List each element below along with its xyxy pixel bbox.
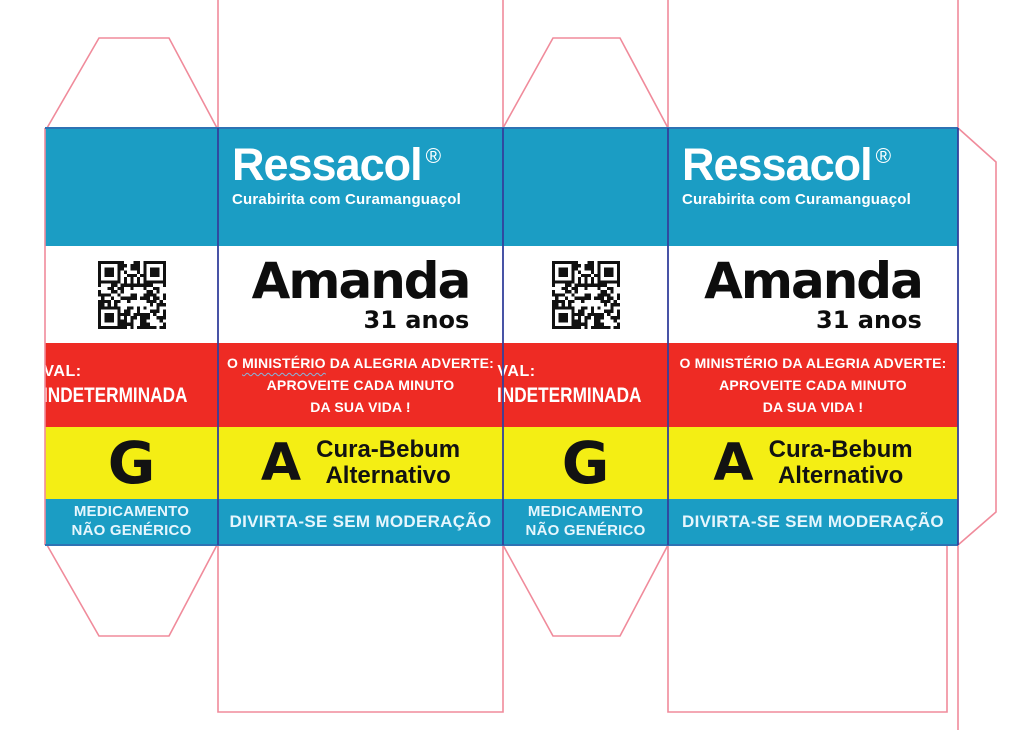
patient-band: Amanda 31 anos xyxy=(218,246,503,343)
qr-code-icon xyxy=(97,260,166,329)
warning-line1-word: MINISTÉRIO xyxy=(242,355,326,371)
generic-letter-band: G xyxy=(45,427,218,499)
patient-block: Amanda 31 anos xyxy=(251,251,472,334)
validity-label: VAL: xyxy=(43,362,82,380)
patient-age: 31 anos xyxy=(816,305,922,334)
category-letter: A xyxy=(260,433,302,493)
warning-line2: APROVEITE CADA MINUTO xyxy=(266,377,455,393)
warning-line1: O MINISTÉRIO DA ALEGRIA ADVERTE: xyxy=(227,355,494,371)
registered-trademark-icon: ® xyxy=(425,145,442,168)
side-panel-header-band xyxy=(45,128,218,246)
brand-title: Ressacol ® xyxy=(232,142,503,187)
category-line1: Cura-Bebum xyxy=(316,435,461,463)
category-text: Cura-Bebum Alternativo xyxy=(316,435,461,490)
category-line1: Cura-Bebum xyxy=(768,435,913,463)
validity-value: INDETERMINADA xyxy=(497,383,642,407)
category-letter: A xyxy=(713,433,754,493)
brand-header-band: Ressacol ® Curabirita com Curamanguaçol xyxy=(668,128,958,246)
warning-line1-end: DA ALEGRIA ADVERTE: xyxy=(782,355,947,371)
validity-band: VAL: INDETERMINADA xyxy=(43,343,219,427)
category-row: A Cura-Bebum Alternativo xyxy=(713,433,913,493)
slogan-band: DIVIRTA-SE SEM MODERAÇÃO xyxy=(668,499,958,545)
brand-title: Ressacol ® xyxy=(682,142,958,187)
generic-text-line1: MEDICAMENTO xyxy=(73,503,190,521)
generic-text-line2: NÃO GENÉRICO xyxy=(525,522,646,539)
category-band: A Cura-Bebum Alternativo xyxy=(218,427,503,499)
warning-line1-start: O xyxy=(679,355,691,371)
category-line2: Alternativo xyxy=(777,462,904,489)
warning-line1: O MINISTÉRIO DA ALEGRIA ADVERTE: xyxy=(679,355,946,371)
warning-band: O MINISTÉRIO DA ALEGRIA ADVERTE: APROVEITE… xyxy=(668,343,958,427)
warning-line3: DA SUA VIDA ! xyxy=(762,399,864,415)
generic-text-band: MEDICAMENTO NÃO GENÉRICO xyxy=(45,499,218,545)
category-line2: Alternativo xyxy=(325,462,451,489)
warning-band: O MINISTÉRIO DA ALEGRIA ADVERTE: APROVEITE… xyxy=(218,343,503,427)
main-panel-1: Ressacol ® Curabirita com Curamanguaçol A… xyxy=(218,128,503,545)
warning-line2: APROVEITE CADA MINUTO xyxy=(719,377,907,393)
warning-line3: DA SUA VIDA ! xyxy=(310,399,411,415)
generic-letter: G xyxy=(561,429,610,497)
warning-line1-start: O xyxy=(226,355,239,371)
main-panel-2: Ressacol ® Curabirita com Curamanguaçol A… xyxy=(668,128,958,545)
generic-text-band: MEDICAMENTO NÃO GENÉRICO xyxy=(503,499,668,545)
qr-code-icon xyxy=(551,260,620,329)
side-panel-header-band xyxy=(503,128,668,246)
category-row: A Cura-Bebum Alternativo xyxy=(260,433,461,493)
patient-band: Amanda 31 anos xyxy=(668,246,958,343)
patient-block: Amanda 31 anos xyxy=(704,251,924,334)
warning-line1-word: MINISTÉRIO xyxy=(694,355,779,371)
validity-block: VAL: INDETERMINADA xyxy=(43,363,219,408)
patient-name: Amanda xyxy=(251,251,472,310)
validity-band: VAL: INDETERMINADA xyxy=(497,343,668,427)
brand-name: Ressacol xyxy=(232,139,423,190)
side-panel-2: VAL: INDETERMINADA G MEDICAMENTO NÃO GEN… xyxy=(497,128,668,545)
patient-name: Amanda xyxy=(704,251,924,310)
registered-trademark-icon: ® xyxy=(875,145,892,168)
brand-subtitle: Curabirita com Curamanguaçol xyxy=(232,191,461,208)
generic-text-line2: NÃO GENÉRICO xyxy=(71,522,192,539)
side-panel-qr-band xyxy=(45,246,218,343)
warning-line1-end: DA ALEGRIA ADVERTE: xyxy=(329,355,495,371)
slogan-text: DIVIRTA-SE SEM MODERAÇÃO xyxy=(229,512,492,531)
generic-letter: G xyxy=(107,429,156,497)
category-text: Cura-Bebum Alternativo xyxy=(768,435,913,490)
validity-label: VAL: xyxy=(497,362,536,380)
side-panel-qr-band xyxy=(503,246,668,343)
validity-value: INDETERMINADA xyxy=(43,383,188,407)
brand-subtitle: Curabirita com Curamanguaçol xyxy=(682,191,911,208)
slogan-text: DIVIRTA-SE SEM MODERAÇÃO xyxy=(682,512,944,531)
generic-letter-band: G xyxy=(503,427,668,499)
side-panel-1: VAL: INDETERMINADA G MEDICAMENTO NÃO GEN… xyxy=(43,128,219,545)
brand-header-band: Ressacol ® Curabirita com Curamanguaçol xyxy=(218,128,503,246)
patient-age: 31 anos xyxy=(363,305,470,334)
validity-block: VAL: INDETERMINADA xyxy=(497,363,673,408)
generic-text-line1: MEDICAMENTO xyxy=(527,503,644,521)
category-band: A Cura-Bebum Alternativo xyxy=(668,427,958,499)
slogan-band: DIVIRTA-SE SEM MODERAÇÃO xyxy=(218,499,503,545)
brand-name: Ressacol xyxy=(682,139,873,190)
